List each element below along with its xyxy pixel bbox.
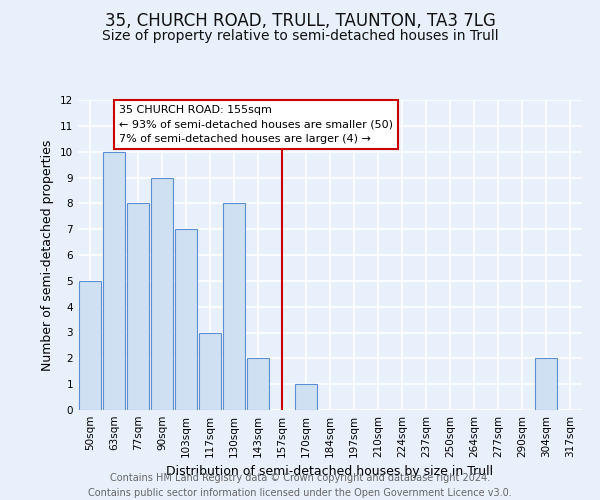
Bar	[199, 332, 221, 410]
Y-axis label: Number of semi-detached properties: Number of semi-detached properties	[41, 140, 55, 370]
Bar	[223, 204, 245, 410]
Bar	[103, 152, 125, 410]
Text: 35, CHURCH ROAD, TRULL, TAUNTON, TA3 7LG: 35, CHURCH ROAD, TRULL, TAUNTON, TA3 7LG	[104, 12, 496, 30]
Bar	[151, 178, 173, 410]
Bar	[127, 204, 149, 410]
Bar	[175, 229, 197, 410]
Text: Size of property relative to semi-detached houses in Trull: Size of property relative to semi-detach…	[101, 29, 499, 43]
Bar	[79, 281, 101, 410]
Bar	[295, 384, 317, 410]
Text: Contains HM Land Registry data © Crown copyright and database right 2024.
Contai: Contains HM Land Registry data © Crown c…	[88, 472, 512, 498]
Bar	[247, 358, 269, 410]
Text: 35 CHURCH ROAD: 155sqm
← 93% of semi-detached houses are smaller (50)
7% of semi: 35 CHURCH ROAD: 155sqm ← 93% of semi-det…	[119, 105, 393, 144]
X-axis label: Distribution of semi-detached houses by size in Trull: Distribution of semi-detached houses by …	[166, 466, 494, 478]
Bar	[535, 358, 557, 410]
